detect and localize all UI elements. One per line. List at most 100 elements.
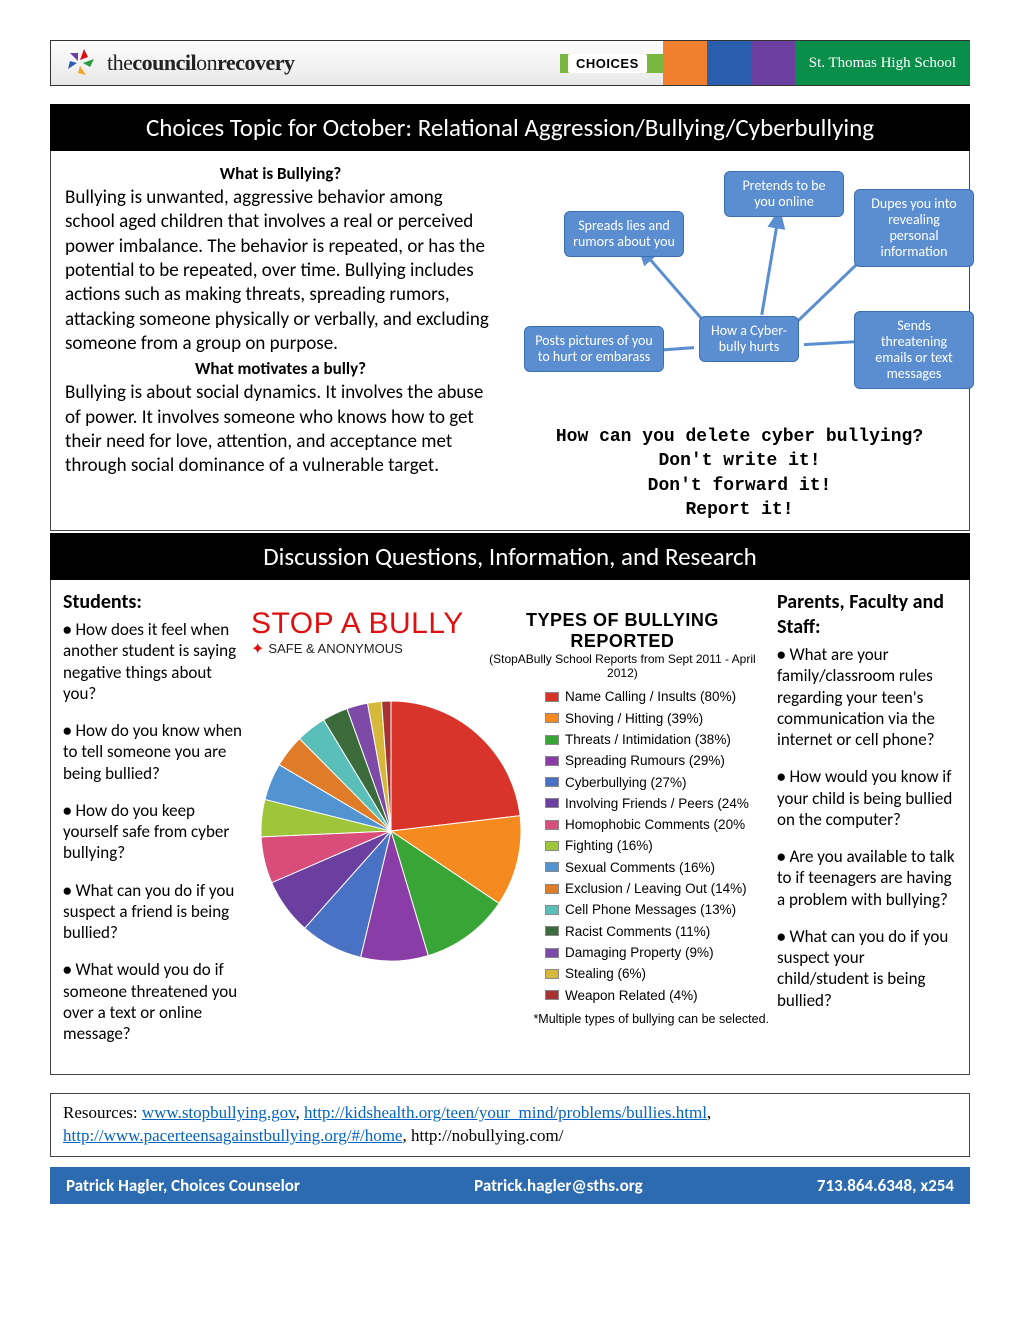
subhead-what-is: What is Bullying?	[65, 163, 496, 184]
legend-item-14: Weapon Related (4%)	[545, 985, 749, 1006]
legend-item-6: Homophobic Comments (20%	[545, 814, 749, 835]
legend-label-10: Cell Phone Messages (13%)	[565, 899, 736, 920]
discussion-title: Discussion Questions, Information, and R…	[50, 533, 970, 580]
resource-link-2[interactable]: http://www.pacerteensagainstbullying.org…	[63, 1126, 402, 1145]
para-what-is: Bullying is unwanted, aggressive behavio…	[65, 186, 496, 356]
students-list-item-0: How does it feel when another student is…	[63, 619, 243, 704]
legend-swatch-8	[545, 862, 559, 872]
legend-item-5: Involving Friends / Peers (24%	[545, 793, 749, 814]
starburst-icon	[63, 46, 97, 80]
parents-list-item-2: Are you available to talk to if teenager…	[777, 846, 957, 910]
legend-swatch-6	[545, 820, 559, 830]
legend-label-7: Fighting (16%)	[565, 835, 653, 856]
subhead-motivates: What motivates a bully?	[65, 358, 496, 379]
school-label: St. Thomas High School	[795, 41, 970, 85]
legend-swatch-14	[545, 990, 559, 1000]
pie-chart	[251, 686, 531, 966]
legend-swatch-7	[545, 841, 559, 851]
legend-label-9: Exclusion / Leaving Out (14%)	[565, 878, 747, 899]
topic-title: Choices Topic for October: Relational Ag…	[50, 104, 970, 151]
parents-col: Parents, Faculty and Staff: What are you…	[777, 590, 957, 1060]
legend-swatch-13	[545, 969, 559, 979]
legend-label-12: Damaging Property (9%)	[565, 942, 714, 963]
resource-link-3: http://nobullying.com/	[411, 1126, 564, 1145]
legend-swatch-3	[545, 756, 559, 766]
students-list-item-3: What can you do if you suspect a friend …	[63, 880, 243, 944]
students-col: Students: How does it feel when another …	[63, 590, 243, 1060]
resources-label: Resources:	[63, 1103, 138, 1122]
legend-label-14: Weapon Related (4%)	[565, 985, 698, 1006]
legend-label-13: Stealing (6%)	[565, 963, 646, 984]
header-bar: thecouncilonrecovery CHOICES St. Thomas …	[50, 40, 970, 86]
para-motivates: Bullying is about social dynamics. It in…	[65, 381, 496, 478]
resources-box: Resources: www.stopbullying.gov, http://…	[50, 1093, 970, 1157]
logo-block: thecouncilonrecovery	[51, 41, 307, 85]
maple-leaf-icon: ✦	[251, 639, 264, 659]
legend-swatch-2	[545, 735, 559, 745]
pie-header: STOP A BULLY ✦ SAFE & ANONYMOUS TYPES OF…	[251, 610, 769, 680]
legend-item-10: Cell Phone Messages (13%)	[545, 899, 749, 920]
legend-swatch-5	[545, 798, 559, 808]
three-column-section: Students: How does it feel when another …	[50, 580, 970, 1075]
header-block-0: CHOICES	[560, 54, 663, 73]
cyberbully-diagram: How a Cyber-bully hurts Pretends to be yo…	[524, 171, 955, 411]
footer-phone: 713.864.6348, x254	[817, 1175, 954, 1196]
cyber-node-1: Spreads lies and rumors about you	[564, 211, 684, 257]
cyber-node-2: Dupes you into revealing personal inform…	[854, 189, 974, 267]
parents-head: Parents, Faculty and Staff:	[777, 590, 957, 640]
legend-item-8: Sexual Comments (16%)	[545, 857, 749, 878]
legend-item-4: Cyberbullying (27%)	[545, 772, 749, 793]
legend-item-3: Spreading Rumours (29%)	[545, 750, 749, 771]
legend-swatch-9	[545, 884, 559, 894]
pie-legend: Name Calling / Insults (80%)Shoving / Hi…	[545, 686, 749, 1006]
pie-slice-0	[391, 701, 520, 831]
parents-list-item-3: What can you do if you suspect your chil…	[777, 926, 957, 1011]
legend-label-3: Spreading Rumours (29%)	[565, 750, 725, 771]
footer-bar: Patrick Hagler, Choices Counselor Patric…	[50, 1167, 970, 1204]
legend-item-13: Stealing (6%)	[545, 963, 749, 984]
header-block-2	[707, 41, 751, 85]
cyber-node-4: Sends threatening emails or text message…	[854, 311, 974, 389]
brand-text: thecouncilonrecovery	[107, 50, 295, 76]
two-column-section: What is Bullying? Bullying is unwanted, …	[50, 151, 970, 531]
students-list-item-4: What would you do if someone threatened …	[63, 959, 243, 1044]
legend-label-5: Involving Friends / Peers (24%	[565, 793, 749, 814]
header-right: CHOICES St. Thomas High School	[560, 41, 970, 85]
students-head: Students:	[63, 590, 243, 615]
legend-item-9: Exclusion / Leaving Out (14%)	[545, 878, 749, 899]
legend-swatch-0	[545, 692, 559, 702]
legend-item-7: Fighting (16%)	[545, 835, 749, 856]
legend-item-11: Racist Comments (11%)	[545, 921, 749, 942]
legend-swatch-11	[545, 926, 559, 936]
legend-item-1: Shoving / Hitting (39%)	[545, 708, 749, 729]
header-block-3	[751, 41, 795, 85]
parents-list-item-0: What are your family/classroom rules reg…	[777, 644, 957, 750]
header-block-1	[663, 41, 707, 85]
legend-label-4: Cyberbullying (27%)	[565, 772, 687, 793]
types-title: TYPES OF BULLYING REPORTED	[476, 610, 769, 652]
parents-list-item-1: How would you know if your child is bein…	[777, 766, 957, 830]
resource-link-0[interactable]: www.stopbullying.gov	[142, 1103, 296, 1122]
cyber-center-node: How a Cyber-bully hurts	[699, 316, 799, 362]
legend-swatch-12	[545, 948, 559, 958]
legend-label-6: Homophobic Comments (20%	[565, 814, 745, 835]
cyber-node-3: Posts pictures of you to hurt or embaras…	[524, 326, 664, 372]
legend-item-2: Threats / Intimidation (38%)	[545, 729, 749, 750]
footer-name: Patrick Hagler, Choices Counselor	[66, 1175, 300, 1196]
legend-label-8: Sexual Comments (16%)	[565, 857, 715, 878]
pie-note: *Multiple types of bullying can be selec…	[251, 1012, 769, 1026]
legend-swatch-1	[545, 713, 559, 723]
legend-label-2: Threats / Intimidation (38%)	[565, 729, 731, 750]
legend-label-0: Name Calling / Insults (80%)	[565, 686, 736, 707]
legend-swatch-4	[545, 777, 559, 787]
pie-chart-col: STOP A BULLY ✦ SAFE & ANONYMOUS TYPES OF…	[251, 590, 769, 1060]
resource-link-1[interactable]: http://kidshealth.org/teen/your_mind/pro…	[304, 1103, 707, 1122]
cyber-node-0: Pretends to be you online	[724, 171, 844, 217]
legend-item-0: Name Calling / Insults (80%)	[545, 686, 749, 707]
legend-swatch-10	[545, 905, 559, 915]
types-subtitle: (StopABully School Reports from Sept 201…	[476, 652, 769, 680]
footer-email: Patrick.hagler@sths.org	[474, 1175, 642, 1196]
legend-item-12: Damaging Property (9%)	[545, 942, 749, 963]
cyberbully-col: How a Cyber-bully hurts Pretends to be yo…	[510, 151, 969, 530]
students-list-item-2: How do you keep yourself safe from cyber…	[63, 800, 243, 864]
